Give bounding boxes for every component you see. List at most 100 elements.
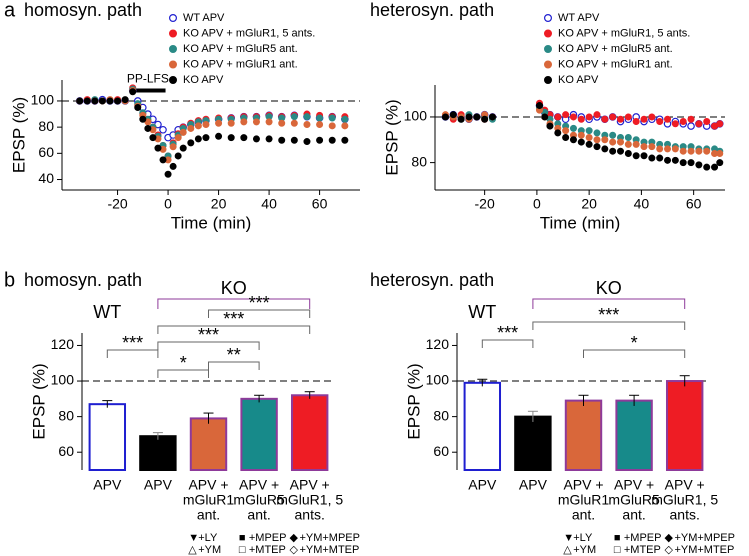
legend-label: +YM+MPEP bbox=[674, 532, 735, 544]
y-axis-label: EPSP (%) bbox=[29, 363, 48, 439]
x-axis-label: Time (min) bbox=[171, 213, 252, 232]
legend-marker bbox=[543, 75, 552, 84]
bar bbox=[564, 399, 603, 471]
data-point bbox=[265, 135, 273, 143]
data-point bbox=[609, 147, 617, 155]
legend-marker bbox=[169, 75, 178, 84]
panel-label: b bbox=[4, 269, 15, 291]
data-point bbox=[174, 134, 182, 142]
data-point bbox=[465, 113, 473, 121]
data-point bbox=[648, 113, 656, 121]
data-point bbox=[616, 138, 624, 146]
data-point bbox=[632, 118, 640, 126]
data-point bbox=[457, 115, 465, 123]
data-point bbox=[601, 145, 609, 153]
data-point bbox=[716, 159, 724, 167]
bar bbox=[514, 415, 552, 472]
data-point bbox=[711, 163, 719, 171]
y-tick-label: 120 bbox=[51, 336, 75, 352]
y-axis-label: EPSP (%) bbox=[9, 97, 28, 173]
x-tick-label: 60 bbox=[686, 196, 702, 212]
significance-label: *** bbox=[122, 333, 143, 353]
data-point bbox=[562, 134, 570, 142]
x-tick-label: 0 bbox=[164, 196, 172, 212]
bar bbox=[615, 399, 653, 471]
significance-label: * bbox=[180, 353, 187, 373]
legend-marker bbox=[169, 14, 178, 23]
category-label: ant. bbox=[572, 507, 595, 523]
significance-label: ** bbox=[227, 345, 241, 365]
category-label: ants. bbox=[295, 507, 325, 523]
data-point bbox=[585, 134, 593, 142]
group-label: WT bbox=[468, 302, 496, 322]
data-point bbox=[609, 131, 617, 139]
data-point bbox=[664, 156, 672, 164]
data-point bbox=[664, 115, 672, 123]
y-tick-label: 80 bbox=[411, 153, 427, 169]
data-point bbox=[671, 120, 679, 128]
category-label: mGluR1, 5 bbox=[276, 492, 343, 508]
legend-marker bbox=[543, 44, 552, 53]
data-point bbox=[648, 143, 656, 151]
legend-symbol: ◇ bbox=[289, 544, 298, 556]
data-point bbox=[316, 114, 324, 122]
data-point bbox=[240, 134, 248, 142]
group-bracket bbox=[532, 298, 686, 309]
data-point bbox=[121, 96, 129, 104]
category-label: mGluR5 bbox=[233, 492, 285, 508]
category-label: APV + bbox=[614, 477, 654, 493]
y-axis-label: EPSP (%) bbox=[382, 99, 401, 175]
legend-symbol: △ bbox=[188, 544, 197, 556]
significance-bracket bbox=[157, 341, 260, 350]
data-point bbox=[290, 119, 298, 127]
category-label: APV + bbox=[665, 477, 705, 493]
x-tick-label: -20 bbox=[475, 196, 495, 212]
data-point bbox=[703, 118, 711, 126]
legend-marker bbox=[543, 14, 552, 23]
data-point bbox=[640, 143, 648, 151]
data-point bbox=[114, 97, 122, 105]
data-point bbox=[640, 152, 648, 160]
data-point bbox=[577, 131, 585, 139]
legend-marker bbox=[543, 60, 552, 69]
category-label: ant. bbox=[622, 507, 645, 523]
legend-label: +LY bbox=[573, 532, 593, 544]
data-point bbox=[593, 143, 601, 151]
y-tick-label: 100 bbox=[426, 372, 450, 388]
x-tick-label: 60 bbox=[312, 196, 328, 212]
x-tick-label: 40 bbox=[261, 196, 277, 212]
data-point bbox=[252, 118, 260, 126]
significance-label: * bbox=[631, 333, 638, 353]
category-label: ants. bbox=[670, 507, 700, 523]
group-bracket bbox=[157, 298, 311, 309]
data-point bbox=[194, 135, 202, 143]
legend-label: KO APV + mGluR1, 5 ants. bbox=[558, 27, 690, 39]
category-label: APV bbox=[93, 477, 122, 493]
legend-label: +MTEP bbox=[249, 544, 286, 556]
data-point bbox=[316, 121, 324, 129]
category-label: APV bbox=[468, 477, 497, 493]
data-point bbox=[656, 145, 664, 153]
data-point bbox=[616, 147, 624, 155]
legend-label: KO APV + mGluR1 ant. bbox=[183, 58, 298, 70]
category-label: APV + bbox=[239, 477, 279, 493]
y-tick-label: 60 bbox=[433, 443, 449, 459]
data-point bbox=[624, 113, 632, 121]
legend-label: KO APV + mGluR1 ant. bbox=[558, 58, 673, 70]
legend-label: +MPEP bbox=[249, 532, 287, 544]
y-tick-label: 60 bbox=[58, 443, 74, 459]
data-point bbox=[577, 138, 585, 146]
data-point bbox=[687, 115, 695, 123]
data-point bbox=[290, 113, 298, 121]
data-point bbox=[341, 122, 349, 130]
legend-marker bbox=[169, 44, 178, 53]
data-point bbox=[179, 144, 187, 152]
data-point bbox=[139, 115, 147, 123]
data-point bbox=[585, 140, 593, 148]
data-point bbox=[546, 122, 554, 130]
bar bbox=[240, 397, 278, 472]
chart-title: heterosyn. path bbox=[370, 270, 494, 290]
significance-bracket bbox=[481, 339, 534, 348]
legend-label: WT APV bbox=[558, 12, 600, 24]
